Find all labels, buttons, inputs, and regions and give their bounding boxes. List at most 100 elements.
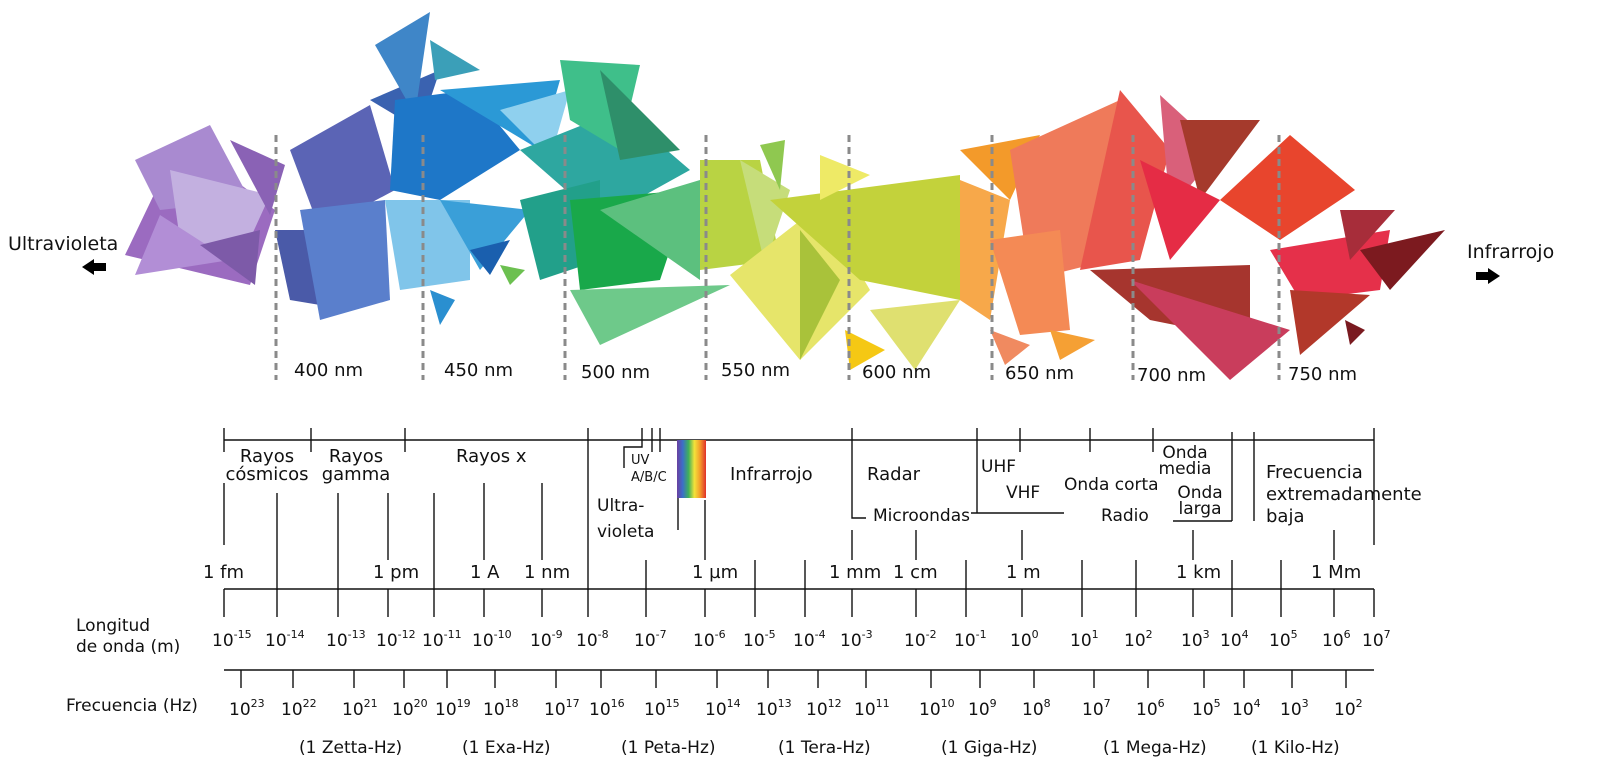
prefix-giga: (1 Giga-Hz)	[941, 738, 1038, 758]
wavelength-tick-label: 103	[1181, 628, 1210, 651]
frequency-tick-label: 1013	[756, 697, 792, 720]
prefix-tera: (1 Tera-Hz)	[778, 738, 871, 758]
frequency-tick-label-exponent: 12	[827, 697, 842, 710]
vhf-label: VHF	[1006, 483, 1041, 503]
wave-label-400: 400 nm	[294, 360, 364, 381]
long-wave-label: Onda larga	[1177, 483, 1223, 519]
wavelength-tick-label: 10-1	[954, 628, 987, 651]
frequency-tick-label: 1021	[342, 697, 378, 720]
wavelength-tick-label-exponent: -10	[493, 628, 512, 641]
frequency-tick-label-exponent: 5	[1213, 697, 1221, 710]
frequency-tick-label: 1017	[544, 697, 580, 720]
frequency-tick-label: 104	[1232, 697, 1261, 720]
wavelength-axis-label: Longitud de onda (m)	[76, 616, 181, 657]
frequency-tick-label-exponent: 2	[1355, 697, 1363, 710]
frequency-tick-label: 1014	[705, 697, 741, 720]
frequency-tick-label-exponent: 13	[777, 697, 792, 710]
prefix-kilo: (1 Kilo-Hz)	[1251, 738, 1340, 758]
frequency-tick-label-exponent: 7	[1103, 697, 1111, 710]
frequency-tick-label: 102	[1334, 697, 1363, 720]
wavelength-tick-label: 10-4	[793, 628, 826, 651]
wavelength-tick-label: 10-3	[840, 628, 873, 651]
frequency-tick-label: 1022	[281, 697, 317, 720]
unit-um: 1 µm	[692, 562, 739, 583]
x-rays-label: Rayos x	[456, 446, 527, 467]
wavelength-tick-label-exponent: -12	[397, 628, 416, 641]
wavelength-tick-label: 10-8	[576, 628, 609, 651]
frequency-tick-label: 1011	[854, 697, 890, 720]
wavelength-tick-label-exponent: 6	[1343, 628, 1351, 641]
prefix-peta: (1 Peta-Hz)	[621, 738, 716, 758]
ultraviolet-side-label: Ultravioleta	[8, 233, 119, 255]
uv-label: UV	[631, 453, 650, 468]
wavelength-tick-label: 107	[1362, 628, 1391, 651]
frequency-tick-label: 1015	[644, 697, 680, 720]
wavelength-tick-label: 10-7	[634, 628, 667, 651]
wavelength-tick-label: 10-5	[743, 628, 776, 651]
frequency-tick-label: 1018	[483, 697, 519, 720]
frequency-tick-label: 105	[1192, 697, 1221, 720]
frequency-tick-label: 103	[1280, 697, 1309, 720]
frequency-tick-label-exponent: 20	[413, 697, 428, 710]
frequency-tick-label-exponent: 16	[610, 697, 625, 710]
unit-cm: 1 cm	[893, 562, 938, 583]
wavelength-tick-label: 10-9	[530, 628, 563, 651]
ultraviolet-label: Ultra-violeta	[597, 496, 655, 542]
wavelength-tick-label: 10-14	[265, 628, 305, 651]
wavelength-tick-label: 102	[1124, 628, 1153, 651]
wavelength-tick-label-exponent: -7	[655, 628, 667, 641]
wavelength-tick-label-exponent: -14	[286, 628, 305, 641]
medium-wave-label: Onda media	[1158, 443, 1212, 479]
wavelength-tick-label-exponent: -9	[551, 628, 563, 641]
wave-label-450: 450 nm	[444, 360, 514, 381]
wavelength-tick-label-exponent: 3	[1202, 628, 1210, 641]
frequency-tick-label-exponent: 6	[1157, 697, 1165, 710]
frequency-tick-label-exponent: 23	[250, 697, 265, 710]
frequency-tick-label: 1016	[589, 697, 625, 720]
wavelength-tick-label-exponent: -13	[347, 628, 366, 641]
prefix-exa: (1 Exa-Hz)	[462, 738, 551, 758]
frequency-tick-label-exponent: 15	[665, 697, 680, 710]
frequency-tick-label: 1012	[806, 697, 842, 720]
wavelength-tick-label-exponent: 7	[1383, 628, 1391, 641]
wavelength-tick-label: 101	[1070, 628, 1099, 651]
frequency-axis-label: Frecuencia (Hz)	[66, 696, 198, 716]
wavelength-tick-label-exponent: 2	[1145, 628, 1153, 641]
frequency-tick-label-exponent: 9	[989, 697, 997, 710]
wave-label-550: 550 nm	[721, 360, 791, 381]
frequency-tick-label-exponent: 10	[940, 697, 955, 710]
wave-label-600: 600 nm	[862, 362, 932, 383]
frequency-tick-label: 107	[1082, 697, 1111, 720]
wave-label-650: 650 nm	[1005, 363, 1075, 384]
wavelength-tick-label: 104	[1220, 628, 1249, 651]
wave-label-750: 750 nm	[1288, 364, 1358, 385]
unit-m: 1 m	[1006, 562, 1041, 583]
frequency-tick-label-exponent: 18	[504, 697, 519, 710]
unit-pm: 1 pm	[373, 562, 420, 583]
wavelength-tick-label: 100	[1010, 628, 1039, 651]
shortwave-label: Onda corta	[1064, 475, 1159, 495]
wavelength-tick-label-exponent: 1	[1091, 628, 1099, 641]
wavelength-tick-label-exponent: -3	[861, 628, 873, 641]
wave-label-500: 500 nm	[581, 362, 651, 383]
frequency-tick-label-exponent: 21	[363, 697, 378, 710]
infrared-side-label: Infrarrojo	[1467, 241, 1555, 263]
frequency-tick-label: 1019	[435, 697, 471, 720]
frequency-tick-label-exponent: 19	[456, 697, 471, 710]
wavelength-tick-label-exponent: 0	[1031, 628, 1039, 641]
wavelength-tick-label-exponent: -8	[597, 628, 609, 641]
frequency-tick-label: 1020	[392, 697, 428, 720]
frequency-tick-label: 1010	[919, 697, 955, 720]
wavelength-tick-label-exponent: -4	[814, 628, 826, 641]
wavelength-tick-label: 10-11	[422, 628, 462, 651]
uv-abc-label: A/B/C	[631, 470, 667, 485]
prefix-zetta: (1 Zetta-Hz)	[299, 738, 403, 758]
frequency-tick-label: 1023	[229, 697, 265, 720]
wavelength-tick-label: 10-10	[472, 628, 512, 651]
unit-fm: 1 fm	[203, 562, 245, 583]
frequency-tick-label-exponent: 3	[1301, 697, 1309, 710]
frequency-tick-label: 108	[1022, 697, 1051, 720]
unit-Mm: 1 Mm	[1311, 562, 1362, 583]
frequency-tick-label-exponent: 4	[1253, 697, 1261, 710]
